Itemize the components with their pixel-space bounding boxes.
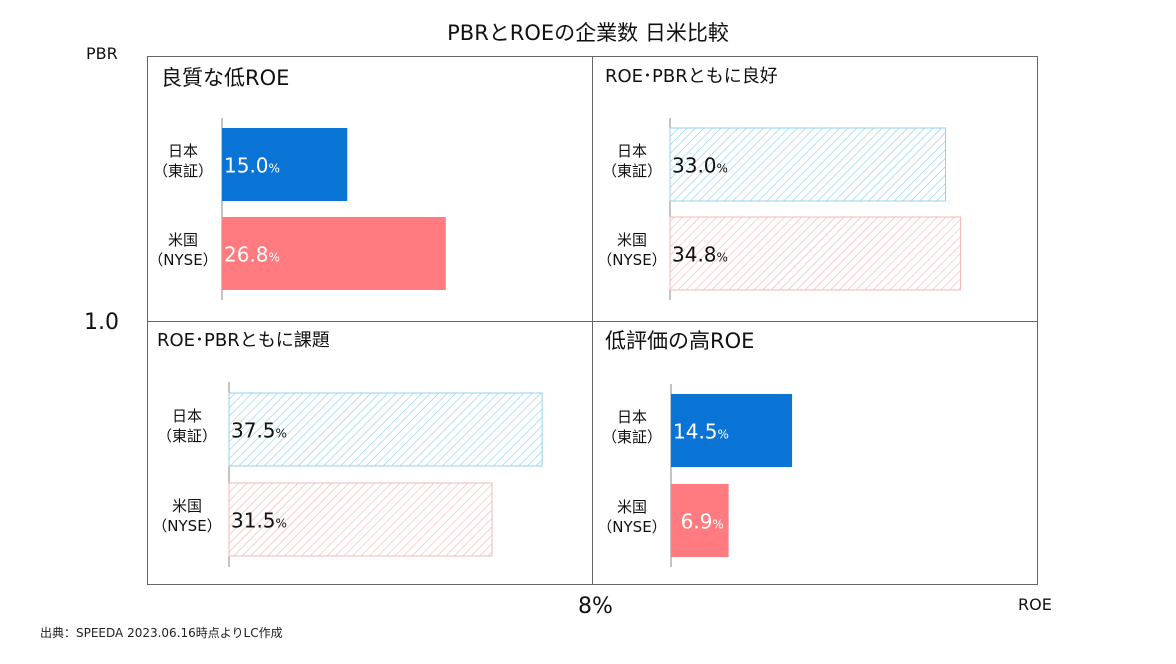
bar-bottom-left-1 [228, 482, 493, 557]
bar-top-right-1 [669, 216, 962, 291]
source-note: 出典：SPEEDA 2023.06.16時点よりLC作成 [40, 626, 283, 640]
category-label-top-left-0: （東証） [153, 162, 213, 180]
data-label-top-left-0: 15.0% [224, 154, 280, 178]
chart-title: PBRとROEの企業数 日米比較 [447, 21, 729, 45]
category-label-top-left-0: 日本 [168, 142, 198, 160]
category-label-bottom-left-1: （NYSE） [152, 517, 221, 535]
horizontal-divider [147, 321, 1038, 322]
bar-bottom-left-0 [228, 392, 543, 467]
category-label-bottom-right-1: （NYSE） [597, 518, 666, 536]
y-divider-label: 1.0 [84, 310, 119, 335]
category-label-top-right-0: 日本 [617, 142, 647, 160]
category-label-top-right-1: （NYSE） [597, 251, 666, 269]
bar-top-right-0 [669, 127, 947, 202]
category-label-top-left-1: 米国 [168, 231, 198, 249]
category-label-bottom-right-0: 日本 [617, 408, 647, 426]
bar-bottom-right-0 [671, 394, 793, 467]
x-axis-label: ROE [1018, 595, 1052, 614]
category-label-top-right-0: （東証） [602, 162, 662, 180]
category-label-bottom-right-1: 米国 [617, 498, 647, 516]
bar-top-left-1 [222, 217, 446, 290]
category-label-bottom-left-1: 米国 [172, 497, 202, 515]
quadrant-title-bottom-right: 低評価の高ROE [605, 329, 754, 353]
bar-top-left-0 [222, 128, 348, 201]
quadrant-title-top-left: 良質な低ROE [161, 66, 289, 90]
quadrant-title-bottom-left: ROE･PBRともに課題 [157, 330, 330, 351]
bar-bottom-right-1 [671, 484, 729, 557]
quadrant-title-top-right: ROE･PBRともに良好 [605, 66, 778, 87]
x-divider-label: 8% [578, 594, 613, 619]
category-label-bottom-left-0: 日本 [172, 407, 202, 425]
category-label-bottom-left-0: （東証） [157, 427, 217, 445]
category-label-top-right-1: 米国 [617, 231, 647, 249]
vertical-divider [592, 56, 593, 585]
y-axis-label: PBR [86, 44, 118, 63]
category-label-bottom-right-0: （東証） [602, 428, 662, 446]
category-label-top-left-1: （NYSE） [148, 251, 217, 269]
